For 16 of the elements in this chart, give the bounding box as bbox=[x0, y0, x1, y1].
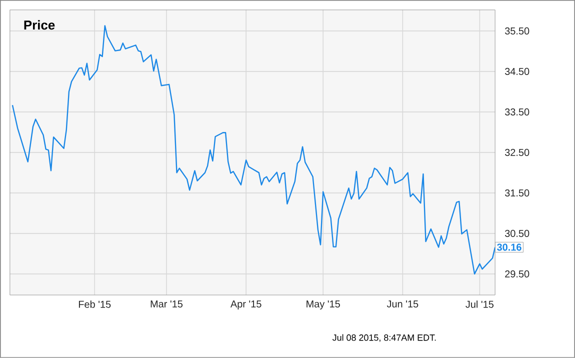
y-tick-label: 34.50 bbox=[504, 68, 530, 76]
x-tick-label: Apr '15 bbox=[230, 300, 262, 310]
y-tick-label: 31.50 bbox=[504, 189, 530, 197]
x-tick-label: Jun '15 bbox=[386, 300, 418, 308]
y-tick-label: 33.50 bbox=[504, 108, 530, 116]
y-tick-label: 32.50 bbox=[504, 148, 530, 156]
y-tick-label: 30.50 bbox=[504, 230, 530, 237]
text: Price bbox=[24, 20, 55, 30]
data-label: 30.16 bbox=[497, 244, 522, 251]
text: Jul 08 2015, 8:47AM EDT. bbox=[332, 334, 436, 342]
y-tick-label: 29.50 bbox=[505, 270, 530, 278]
x-tick-label: May '15 bbox=[306, 300, 340, 310]
x-tick-label: Jul '15 bbox=[466, 300, 494, 308]
x-tick-label: Mar '15 bbox=[150, 300, 183, 308]
x-tick-label: Feb '15 bbox=[78, 300, 111, 308]
y-tick-label: 35.50 bbox=[504, 27, 530, 35]
